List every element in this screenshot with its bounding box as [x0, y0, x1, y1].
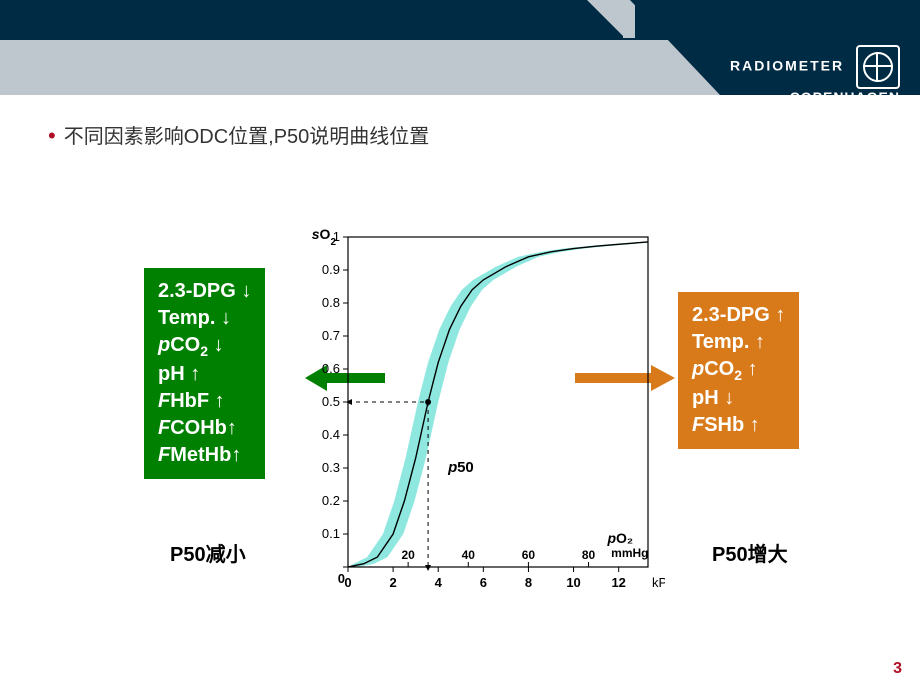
svg-text:0.9: 0.9	[322, 262, 340, 277]
svg-text:0.3: 0.3	[322, 460, 340, 475]
svg-text:0: 0	[344, 575, 351, 590]
svg-text:2: 2	[389, 575, 396, 590]
left-shift-factors-box: 2.3-DPG ↓Temp. ↓pCO2 ↓pH ↑FHbF ↑FCOHb↑FM…	[144, 268, 265, 479]
bullet-dot-icon: •	[48, 123, 56, 148]
brand-icon	[856, 45, 900, 89]
svg-text:10: 10	[566, 575, 580, 590]
svg-text:12: 12	[611, 575, 625, 590]
svg-text:0.7: 0.7	[322, 328, 340, 343]
svg-text:0.2: 0.2	[322, 493, 340, 508]
odc-chart: 0.10.20.30.40.50.60.70.80.910sO202468101…	[310, 225, 665, 595]
svg-text:8: 8	[525, 575, 532, 590]
brand-logo: RADIOMETER COPENHAGEN	[730, 45, 900, 105]
header-diag-light	[587, 0, 625, 38]
right-shift-factors-box: 2.3-DPG ↑Temp. ↑pCO2 ↑pH ↓FSHb ↑	[678, 292, 799, 449]
bullet-line: • 不同因素影响ODC位置,P50说明曲线位置	[48, 120, 429, 149]
svg-text:6: 6	[480, 575, 487, 590]
svg-text:0.8: 0.8	[322, 295, 340, 310]
svg-text:0.6: 0.6	[322, 361, 340, 376]
svg-text:60: 60	[522, 548, 536, 562]
svg-text:40: 40	[462, 548, 476, 562]
svg-text:kPa: kPa	[652, 575, 665, 590]
svg-text:0.5: 0.5	[322, 394, 340, 409]
left-caption: P50减小	[170, 538, 246, 567]
header-diag-dark	[630, 0, 720, 95]
svg-text:p: p	[447, 459, 457, 476]
svg-text:0.4: 0.4	[322, 427, 340, 442]
page-number: 3	[893, 660, 902, 678]
brand-line2: COPENHAGEN	[790, 89, 900, 105]
brand-line1: RADIOMETER	[730, 58, 844, 74]
svg-text:pO₂mmHg: pO₂mmHg	[606, 530, 648, 560]
svg-text:50: 50	[457, 459, 474, 476]
svg-text:0.1: 0.1	[322, 526, 340, 541]
header: RADIOMETER COPENHAGEN	[0, 0, 920, 95]
right-caption: P50增大	[712, 538, 788, 567]
svg-text:80: 80	[582, 548, 596, 562]
svg-text:4: 4	[435, 575, 443, 590]
bullet-text: 不同因素影响ODC位置,P50说明曲线位置	[64, 126, 430, 148]
svg-text:20: 20	[401, 548, 415, 562]
